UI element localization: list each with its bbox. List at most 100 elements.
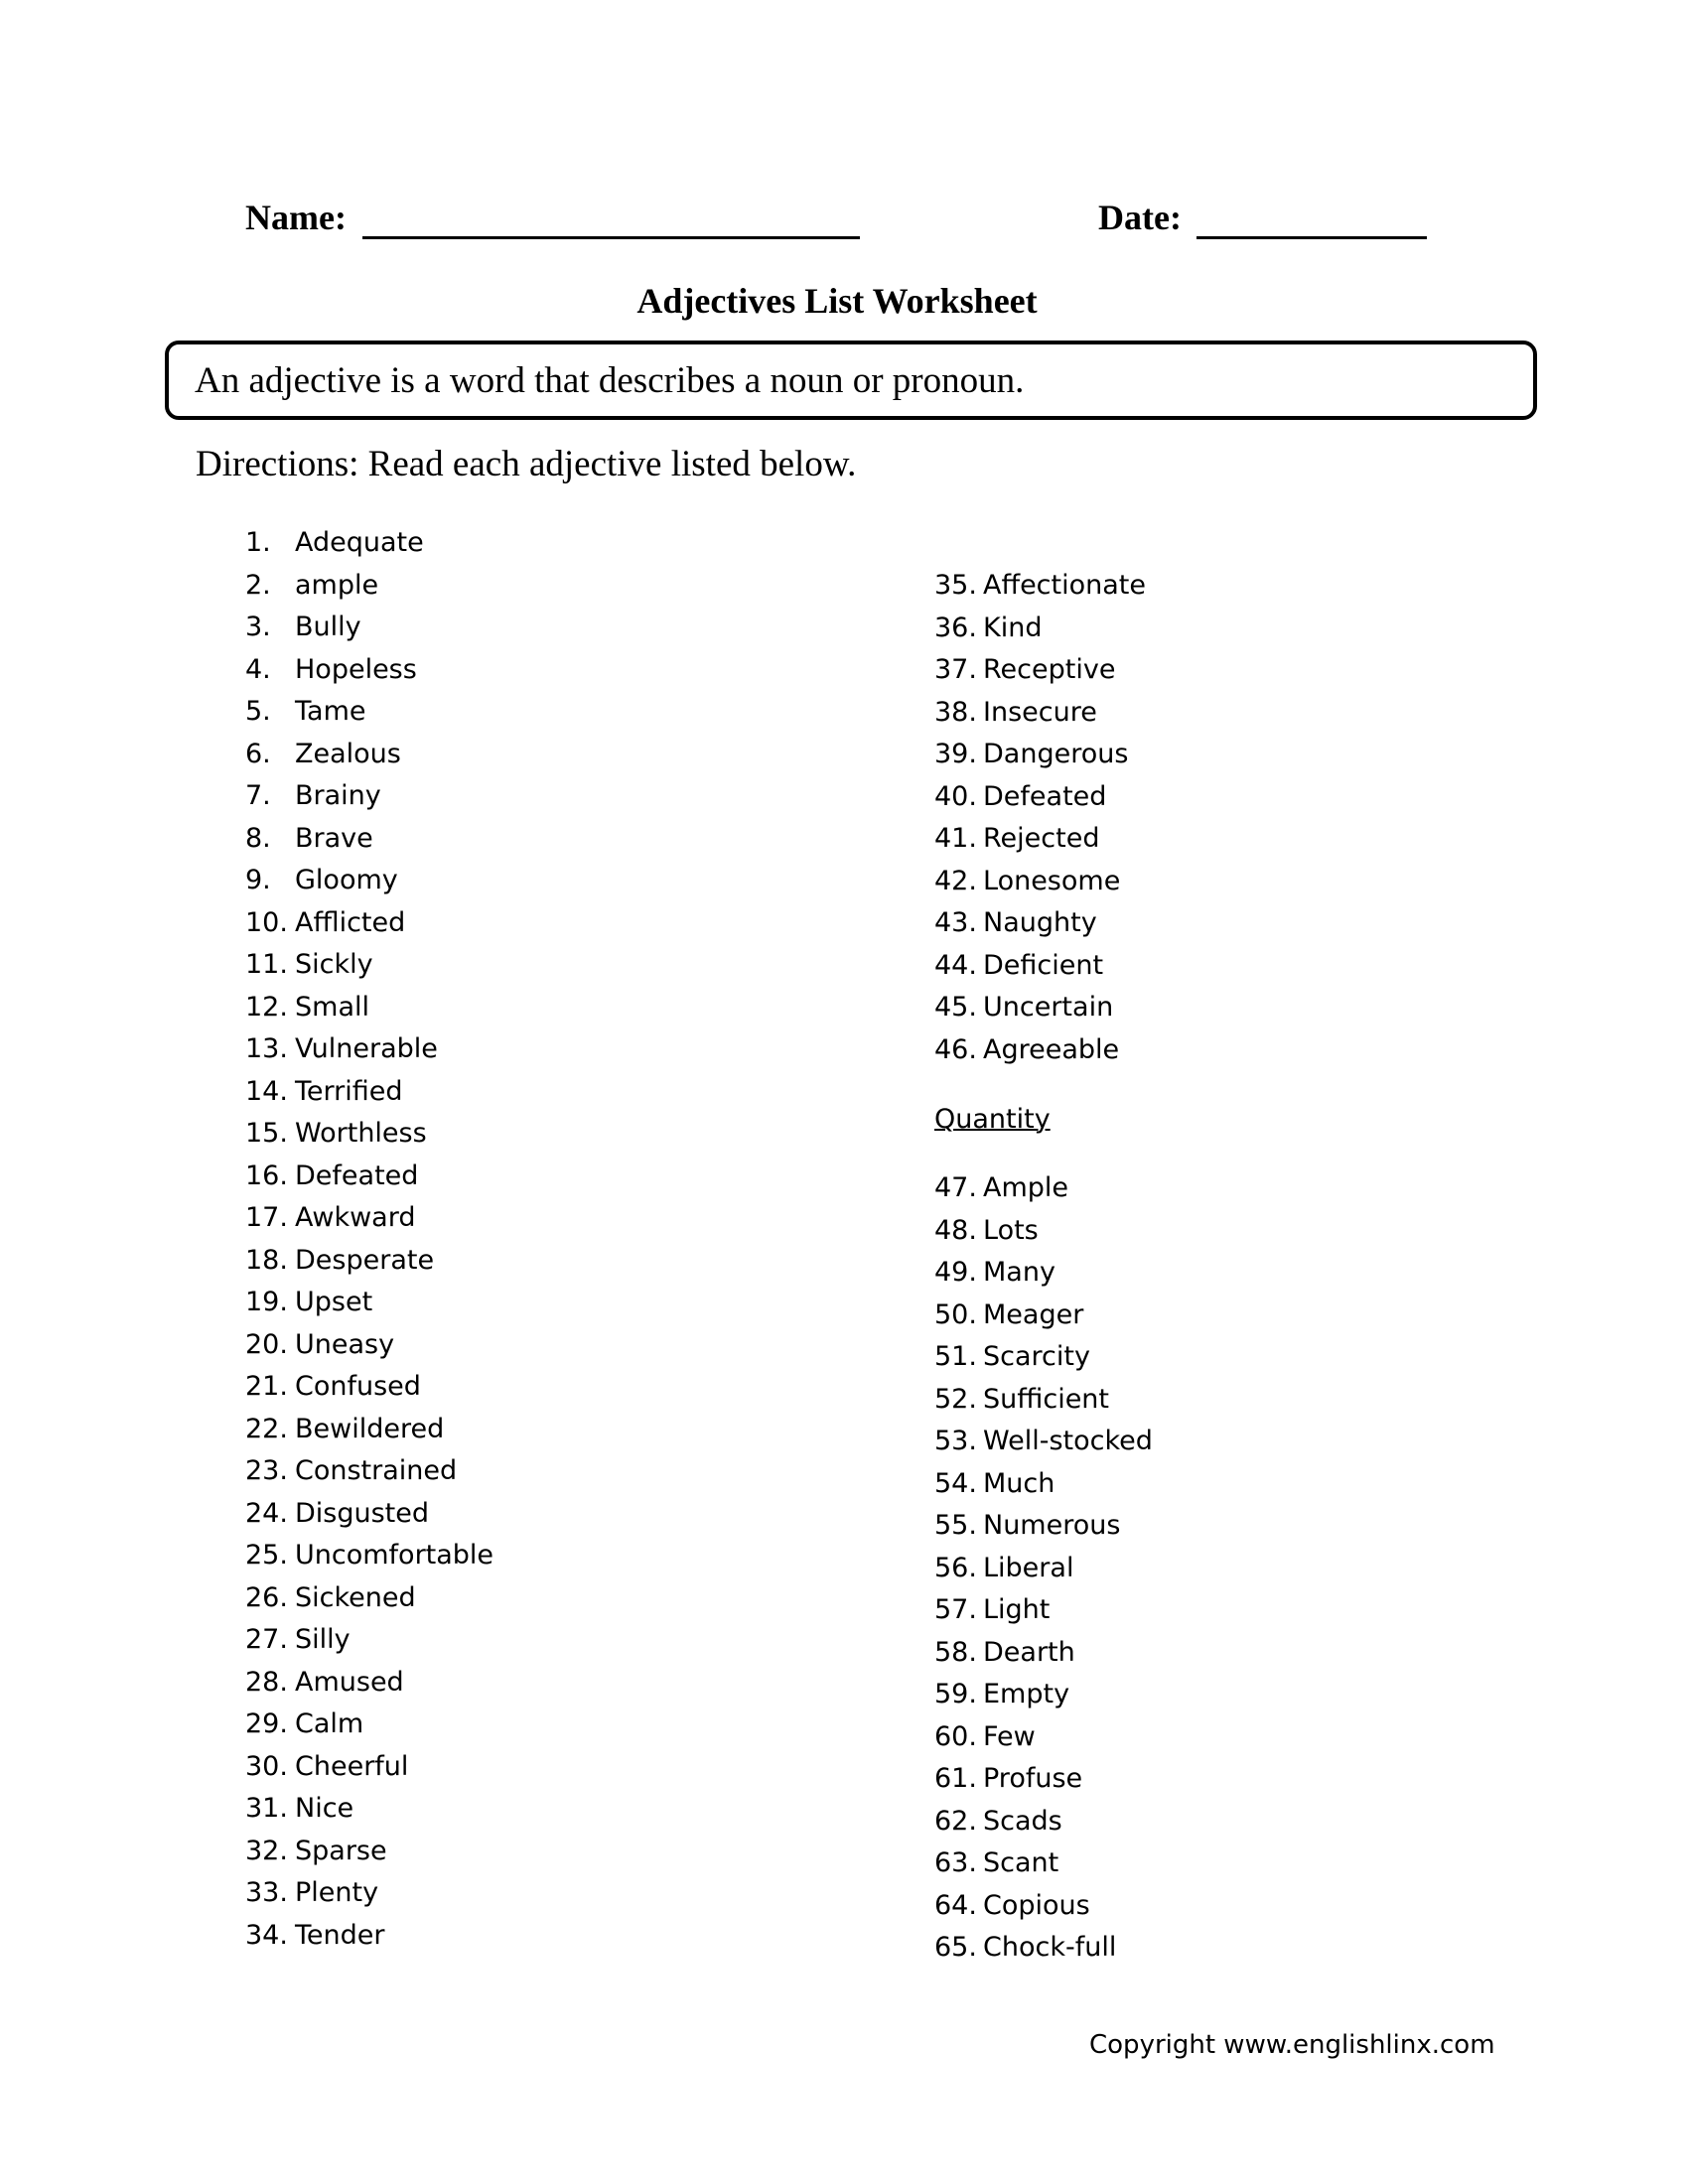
item-word: Brainy [295,780,381,811]
item-word: Meager [983,1298,1084,1330]
list-item: 58. Dearth [934,1636,1075,1670]
item-word: Silly [295,1624,351,1655]
item-word: Terrified [295,1075,403,1107]
item-number: 58. [934,1636,977,1668]
date-field-line[interactable] [1196,236,1427,239]
item-word: Plenty [295,1877,379,1908]
list-item: 1. Adequate [245,526,424,560]
list-item: 53. Well-stocked [934,1425,1153,1458]
list-item: 31. Nice [245,1792,353,1826]
list-item: 13. Vulnerable [245,1032,438,1066]
item-number: 19. [245,1287,288,1317]
item-word: Sparse [295,1835,387,1866]
item-number: 46. [934,1033,977,1065]
item-word: Bewildered [295,1413,445,1444]
list-item: 24. Disgusted [245,1497,429,1531]
list-item: 23. Constrained [245,1454,457,1488]
item-word: Desperate [295,1244,435,1276]
item-number: 20. [245,1328,288,1360]
item-word: Well-stocked [983,1426,1153,1456]
list-item: 18. Desperate [245,1244,434,1278]
list-item: 59. Empty [934,1678,1069,1711]
item-number: 57. [934,1594,977,1625]
item-word: Rejected [983,823,1100,854]
item-number: 53. [934,1426,977,1456]
item-word: Calm [295,1708,364,1739]
item-number: 11. [245,949,288,980]
list-item: 62. Scads [934,1805,1062,1839]
item-number: 5. [245,696,271,727]
item-number: 28. [245,1666,288,1698]
item-number: 38. [934,696,977,728]
date-label: Date: [1098,198,1182,237]
list-item: 33. Plenty [245,1876,378,1910]
item-number: 39. [934,739,977,769]
list-item: 57. Light [934,1593,1050,1627]
list-item: 10. Afflicted [245,906,405,940]
list-item: 12. Small [245,991,369,1024]
item-number: 65. [934,1932,977,1963]
list-item: 44. Deficient [934,949,1103,983]
item-number: 27. [245,1624,288,1655]
item-number: 60. [934,1720,977,1752]
item-word: Dangerous [983,739,1129,769]
item-word: Brave [295,822,373,854]
list-item: 54. Much [934,1467,1055,1501]
item-word: Ample [983,1172,1069,1203]
item-word: Afflicted [295,906,406,938]
list-item: 39. Dangerous [934,738,1128,771]
item-number: 43. [934,907,977,938]
item-number: 37. [934,654,977,685]
item-word: Hopeless [295,653,417,685]
item-word: Adequate [295,527,424,558]
item-word: Small [295,991,369,1023]
item-word: Kind [983,612,1043,643]
item-word: Insecure [983,696,1097,728]
item-word: Scads [983,1805,1062,1837]
item-number: 41. [934,823,977,854]
list-item: 47. Ample [934,1171,1068,1205]
item-word: Bully [295,612,361,642]
item-number: 12. [245,991,288,1023]
item-word: Numerous [983,1510,1121,1541]
list-item: 30. Cheerful [245,1750,408,1784]
list-item: 26. Sickened [245,1581,416,1615]
list-item: 50. Meager [934,1298,1083,1332]
item-number: 44. [934,949,977,981]
list-item: 14. Terrified [245,1075,403,1109]
item-word: Scant [983,1847,1059,1878]
list-item: 35. Affectionate [934,569,1146,603]
item-number: 1. [245,527,271,558]
item-number: 34. [245,1919,288,1951]
item-number: 7. [245,780,271,811]
list-item: 36. Kind [934,612,1042,645]
item-word: Cheerful [295,1750,409,1782]
item-number: 23. [245,1455,288,1486]
item-word: Chock-full [983,1932,1117,1963]
list-item: 6. Zealous [245,738,401,771]
item-word: Vulnerable [295,1033,438,1064]
item-number: 64. [934,1889,977,1921]
item-word: Defeated [983,780,1107,812]
list-item: 55. Numerous [934,1509,1120,1543]
item-number: 2. [245,569,271,601]
name-field-line[interactable] [362,236,860,239]
list-item: 63. Scant [934,1846,1058,1880]
list-item: 48. Lots [934,1214,1039,1248]
item-number: 15. [245,1118,288,1149]
item-number: 3. [245,612,271,642]
item-number: 35. [934,570,977,601]
item-number: 8. [245,822,271,854]
item-word: Uncomfortable [295,1540,494,1570]
item-number: 62. [934,1805,977,1837]
list-item: 25. Uncomfortable [245,1539,493,1572]
item-number: 50. [934,1298,977,1330]
item-word: Sufficient [983,1383,1110,1415]
item-number: 52. [934,1383,977,1415]
item-word: Defeated [295,1160,419,1191]
worksheet-title: Adjectives List Worksheet [636,281,1038,321]
list-item: 20. Uneasy [245,1328,394,1362]
item-number: 25. [245,1540,288,1570]
list-item: 42. Lonesome [934,865,1120,898]
list-item: 29. Calm [245,1707,363,1741]
